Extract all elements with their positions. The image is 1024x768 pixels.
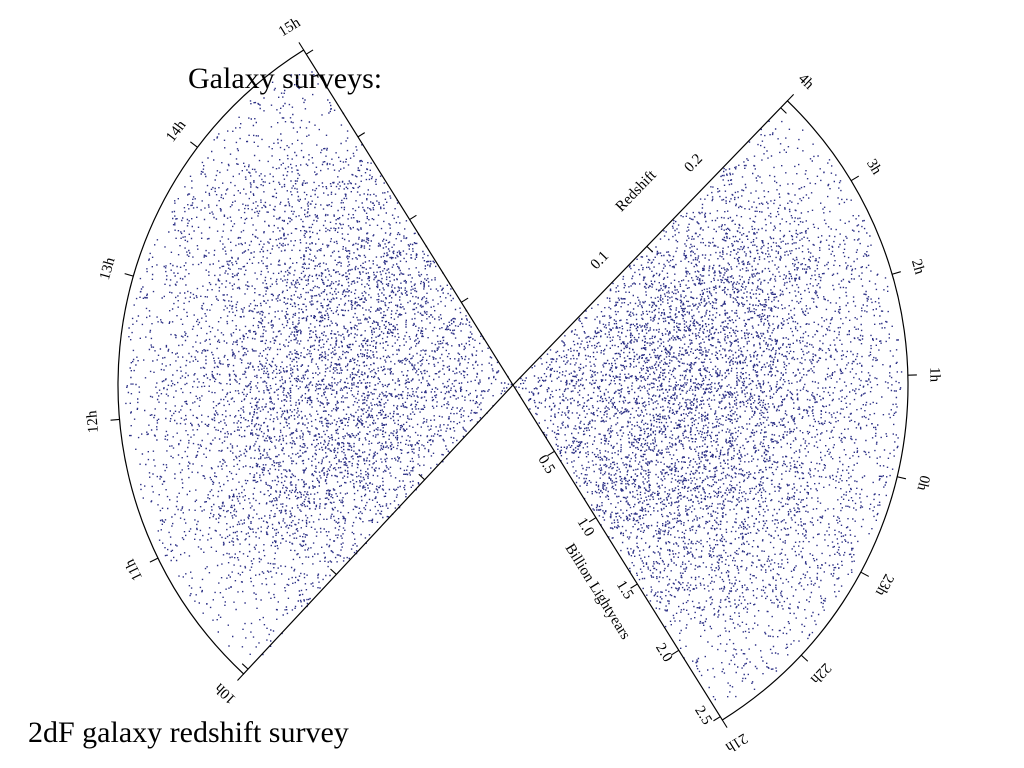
redshift-tick-label: 0.2 <box>681 151 706 176</box>
left-wedge-outline <box>117 49 514 675</box>
left-wedge-hour-label: 11h <box>122 556 146 583</box>
distance-tick-label: 2.0 <box>652 641 676 665</box>
right-wedge-hour-tick <box>897 476 907 480</box>
right-wedge-bottom-edge-radial-tick <box>547 450 555 457</box>
right-wedge-top-edge-radial-tick <box>646 245 653 253</box>
left-wedge-hour-label: 15h <box>276 14 304 40</box>
right-wedge-hour-label: 21h <box>722 730 750 756</box>
right-wedge-hour-tick <box>800 654 809 662</box>
left-wedge-hour-tick <box>110 418 120 421</box>
slide-title: Galaxy surveys: <box>188 62 383 95</box>
distance-tick-label: 0.5 <box>534 452 558 476</box>
left-wedge-hour-label: 10h <box>211 679 239 706</box>
distance-tick-label: 1.5 <box>613 578 637 602</box>
wedge-ticks <box>110 42 917 728</box>
right-wedge-bottom-edge-radial-tick <box>671 649 680 656</box>
left-wedge-hour-label: 12h <box>84 409 102 433</box>
redshift-axis-label: Redshift <box>613 167 660 215</box>
left-wedge-top-edge-radial-tick <box>330 568 337 575</box>
right-wedge-hour-label: 22h <box>807 660 834 688</box>
left-wedge-top-edge-radial-tick <box>241 663 249 670</box>
right-wedge-outline <box>512 100 909 721</box>
left-wedge-bottom-edge-radial-tick <box>409 214 417 221</box>
right-wedge-hour-tick <box>860 571 870 577</box>
left-wedge-hour-tick <box>237 673 245 681</box>
right-wedge-hour-tick <box>850 175 860 182</box>
left-wedge-hour-tick <box>149 557 159 563</box>
right-wedge-hour-tick <box>786 94 795 102</box>
right-wedge-bottom-edge-radial-tick <box>630 583 638 589</box>
left-wedge-hour-tick <box>298 42 305 51</box>
left-wedge-hour-label: 13h <box>97 255 119 282</box>
right-wedge-bottom-edge-radial-tick <box>588 517 597 523</box>
left-wedge-hour-label: 14h <box>163 117 190 145</box>
slide-caption: 2dF galaxy redshift survey <box>28 716 349 749</box>
left-wedge-galaxy-distribution <box>125 71 513 656</box>
left-wedge-bottom-edge-radial-tick <box>305 49 314 55</box>
wedge-outlines <box>117 49 909 721</box>
galaxy-points <box>125 71 513 656</box>
left-wedge-top-edge-radial-tick <box>418 473 426 481</box>
right-wedge-top-edge-radial-tick <box>780 107 787 114</box>
right-wedge-hour-tick <box>891 271 901 275</box>
right-wedge-bottom-edge-radial-tick <box>713 716 721 722</box>
right-wedge-hour-label: 1h <box>926 367 942 383</box>
right-wedge-hour-label: 2h <box>908 257 928 276</box>
redshift-tick-label: 0.1 <box>588 248 613 273</box>
left-wedge-hour-tick <box>190 141 198 148</box>
distance-tick-label: 2.5 <box>691 703 715 727</box>
right-wedge-hour-label: 3h <box>863 156 885 178</box>
left-wedge-hour-tick <box>124 273 134 277</box>
galaxy-points <box>515 120 903 701</box>
right-wedge-galaxy-distribution <box>515 120 903 701</box>
left-wedge-bottom-edge-radial-tick <box>461 297 469 303</box>
right-wedge-hour-label: 0h <box>913 474 932 493</box>
right-wedge-hour-label: 23h <box>872 571 897 599</box>
left-wedge-bottom-edge-radial-tick <box>357 132 366 138</box>
right-wedge-hour-tick <box>721 719 728 728</box>
right-wedge-hour-label: 4h <box>795 71 817 93</box>
